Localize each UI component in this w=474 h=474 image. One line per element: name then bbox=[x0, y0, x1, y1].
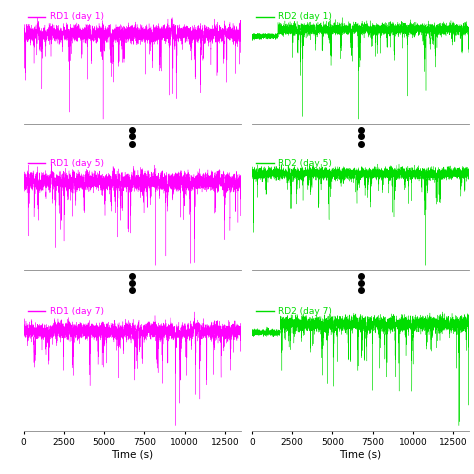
Text: RD2 (day 5): RD2 (day 5) bbox=[278, 159, 332, 168]
Text: RD1 (day 1): RD1 (day 1) bbox=[50, 12, 104, 21]
Text: RD1 (day 7): RD1 (day 7) bbox=[50, 307, 104, 316]
X-axis label: Time (s): Time (s) bbox=[111, 449, 154, 459]
Text: RD1 (day 5): RD1 (day 5) bbox=[50, 159, 104, 168]
Text: RD2 (day 1): RD2 (day 1) bbox=[278, 12, 332, 21]
X-axis label: Time (s): Time (s) bbox=[339, 449, 382, 459]
Text: RD2 (day 7): RD2 (day 7) bbox=[278, 307, 332, 316]
